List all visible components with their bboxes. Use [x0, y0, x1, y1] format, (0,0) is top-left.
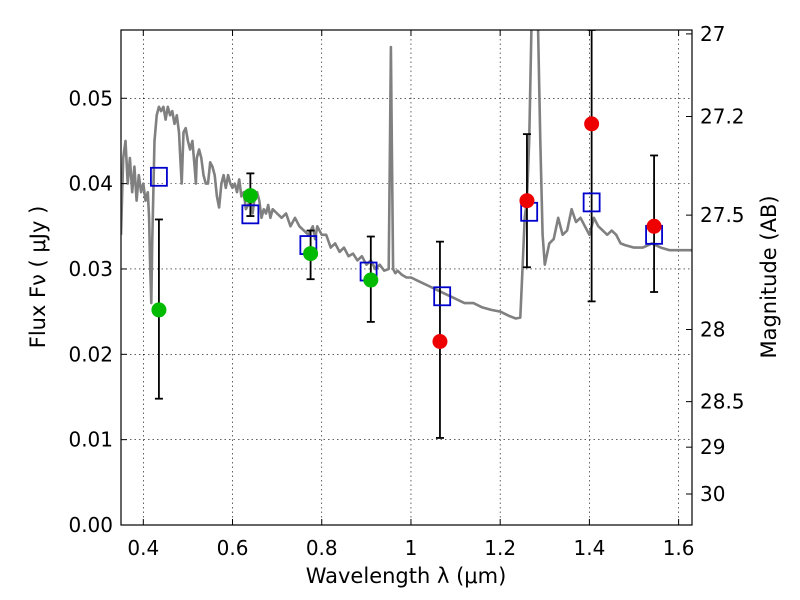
- red-data-point: [432, 334, 448, 350]
- mag-tick-label: 27: [700, 22, 725, 46]
- y-tick-label: 0.02: [68, 342, 113, 366]
- y-tick-label: 0.04: [68, 172, 113, 196]
- y-tick-label: 0.05: [68, 86, 113, 110]
- model-square-point: [241, 204, 260, 225]
- x-tick-label: 0.6: [217, 536, 249, 560]
- x-tick-label: 1.4: [573, 536, 605, 560]
- y-axis-label: Flux Fν ( μJy ): [26, 206, 50, 349]
- mag-tick-label: 29: [700, 435, 725, 459]
- mag-tick-label: 27.5: [700, 203, 745, 227]
- x-tick-label: 1.6: [663, 536, 695, 560]
- ticks: [121, 30, 692, 526]
- y-tick-label: 0.03: [68, 257, 113, 281]
- red-data-point: [584, 116, 600, 132]
- y-tick-label: 0.00: [68, 513, 113, 537]
- green-data-point: [242, 188, 258, 204]
- green-data-point: [151, 302, 167, 318]
- tick-labels: 0.4 0.6 0.8 1 1.2 1.4 1.6 0.00 0.01 0.02 0.03 0.04 0…: [68, 22, 744, 560]
- mag-tick-label: 27.2: [700, 105, 745, 129]
- mag-tick-label: 28: [700, 317, 725, 341]
- green-data-point: [303, 246, 319, 262]
- red-data-point: [646, 218, 662, 234]
- x-tick-label: 1.2: [484, 536, 516, 560]
- spectrum-line: [121, 30, 692, 320]
- red-data-point: [519, 193, 535, 209]
- green-data-point: [363, 272, 379, 288]
- model-square-point: [582, 192, 601, 213]
- y-tick-label: 0.01: [68, 428, 113, 452]
- x-tick-label: 0.4: [127, 536, 159, 560]
- x-axis-label: Wavelength λ (μm): [306, 564, 507, 588]
- mag-tick-label: 30: [700, 482, 725, 506]
- x-tick-label: 0.8: [306, 536, 338, 560]
- markers: [150, 116, 663, 350]
- model-square-point: [433, 286, 452, 307]
- plot-frame: [120, 29, 693, 526]
- x-tick-label: 1: [405, 536, 418, 560]
- model-square-point: [150, 166, 168, 187]
- mag-tick-label: 28.5: [700, 390, 745, 414]
- right-axis-label: Magnitude (AB): [757, 195, 781, 358]
